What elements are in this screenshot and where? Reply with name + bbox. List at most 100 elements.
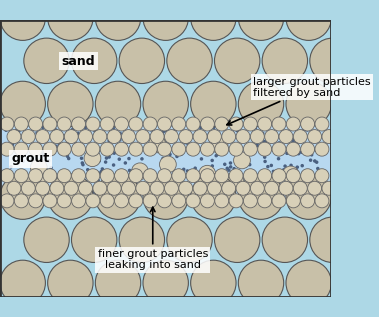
- Circle shape: [256, 144, 258, 146]
- Circle shape: [265, 130, 279, 144]
- Circle shape: [227, 172, 244, 189]
- Circle shape: [24, 38, 69, 83]
- Circle shape: [24, 196, 27, 198]
- Circle shape: [178, 188, 180, 190]
- Circle shape: [32, 128, 34, 130]
- Circle shape: [236, 130, 238, 132]
- Circle shape: [196, 192, 198, 194]
- Circle shape: [213, 131, 215, 133]
- Circle shape: [158, 194, 171, 208]
- Circle shape: [72, 38, 117, 83]
- Circle shape: [119, 133, 121, 134]
- Circle shape: [172, 185, 174, 187]
- Circle shape: [260, 187, 263, 189]
- Circle shape: [86, 194, 100, 208]
- Circle shape: [237, 155, 239, 158]
- Circle shape: [7, 181, 21, 195]
- Circle shape: [306, 150, 308, 152]
- Circle shape: [55, 175, 58, 177]
- Circle shape: [7, 130, 21, 144]
- Circle shape: [97, 150, 100, 152]
- Circle shape: [172, 117, 186, 131]
- Circle shape: [75, 143, 77, 145]
- Circle shape: [311, 154, 313, 156]
- Circle shape: [286, 194, 300, 208]
- Circle shape: [86, 142, 100, 156]
- Circle shape: [87, 169, 89, 171]
- Circle shape: [200, 142, 215, 156]
- Circle shape: [164, 130, 179, 144]
- Circle shape: [143, 142, 157, 156]
- Circle shape: [53, 145, 56, 147]
- Circle shape: [149, 136, 166, 153]
- Circle shape: [226, 167, 228, 169]
- Circle shape: [95, 139, 97, 141]
- Circle shape: [129, 169, 143, 183]
- Circle shape: [41, 177, 43, 179]
- Circle shape: [100, 142, 114, 156]
- Circle shape: [217, 153, 219, 155]
- Circle shape: [286, 169, 300, 183]
- Circle shape: [138, 187, 140, 189]
- Circle shape: [161, 132, 163, 134]
- Circle shape: [266, 148, 268, 150]
- Circle shape: [16, 181, 19, 183]
- Circle shape: [283, 169, 285, 171]
- Circle shape: [252, 137, 254, 139]
- Circle shape: [84, 133, 86, 135]
- Circle shape: [182, 177, 184, 179]
- Circle shape: [14, 169, 28, 183]
- Circle shape: [215, 217, 260, 262]
- Circle shape: [80, 157, 83, 159]
- Circle shape: [233, 152, 251, 169]
- Circle shape: [238, 174, 240, 177]
- Circle shape: [72, 128, 74, 130]
- Circle shape: [249, 164, 251, 166]
- Circle shape: [264, 156, 266, 158]
- Circle shape: [271, 195, 274, 197]
- Circle shape: [105, 157, 108, 159]
- Circle shape: [143, 0, 188, 40]
- Circle shape: [177, 143, 179, 146]
- Circle shape: [293, 181, 307, 195]
- Circle shape: [247, 197, 249, 198]
- Circle shape: [201, 147, 204, 149]
- Circle shape: [114, 169, 128, 183]
- Circle shape: [34, 153, 37, 155]
- Circle shape: [107, 181, 121, 195]
- Circle shape: [176, 155, 178, 158]
- Circle shape: [243, 117, 257, 131]
- Circle shape: [229, 169, 243, 183]
- Circle shape: [207, 135, 209, 137]
- Circle shape: [238, 0, 284, 40]
- Circle shape: [213, 126, 215, 129]
- Circle shape: [168, 135, 170, 138]
- Circle shape: [62, 137, 64, 139]
- Circle shape: [220, 196, 222, 198]
- Circle shape: [229, 194, 243, 208]
- Circle shape: [160, 156, 176, 173]
- Circle shape: [89, 137, 91, 139]
- Circle shape: [314, 160, 316, 162]
- Circle shape: [315, 169, 329, 183]
- Circle shape: [14, 142, 28, 156]
- Circle shape: [21, 130, 35, 144]
- Circle shape: [50, 130, 64, 144]
- Circle shape: [64, 130, 78, 144]
- Circle shape: [272, 142, 286, 156]
- Circle shape: [227, 195, 230, 197]
- Circle shape: [100, 117, 114, 131]
- Circle shape: [0, 194, 14, 208]
- Circle shape: [6, 185, 8, 188]
- Circle shape: [11, 143, 14, 146]
- Circle shape: [322, 181, 336, 195]
- Circle shape: [77, 193, 79, 195]
- Circle shape: [229, 162, 232, 164]
- Circle shape: [238, 189, 240, 191]
- Circle shape: [229, 142, 243, 156]
- Circle shape: [172, 163, 174, 165]
- Circle shape: [229, 117, 243, 131]
- Circle shape: [200, 194, 215, 208]
- Circle shape: [292, 191, 294, 194]
- Circle shape: [141, 158, 143, 160]
